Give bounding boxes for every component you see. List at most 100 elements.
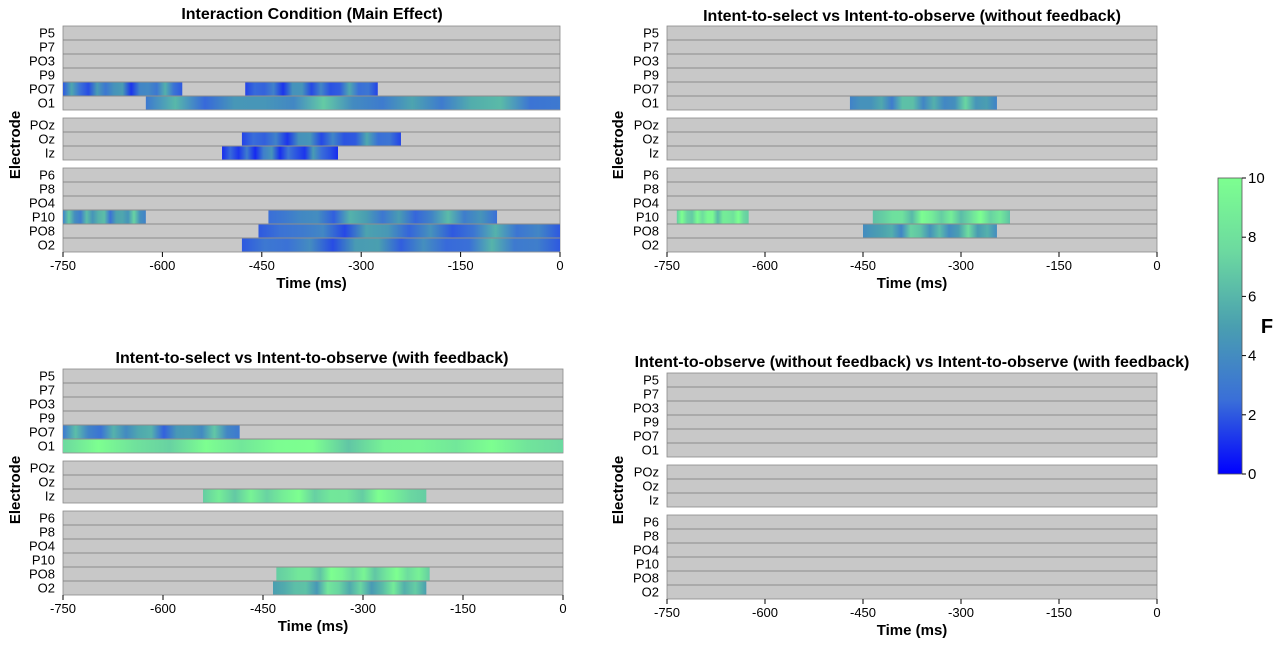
colorbar-tick-label: 2 xyxy=(1248,407,1256,424)
electrode-label: P9 xyxy=(39,411,55,426)
electrode-label: P5 xyxy=(39,26,55,41)
heatmap-panel-1: Interaction Condition (Main Effect)P5P7P… xyxy=(7,6,564,292)
significance-segment-p10 xyxy=(676,210,749,224)
x-tick-label: -450 xyxy=(249,258,275,273)
significance-segment-o1 xyxy=(145,96,561,110)
electrode-label: O2 xyxy=(642,585,659,600)
x-tick-label: 0 xyxy=(559,601,566,616)
panels-layer: Interaction Condition (Main Effect)P5P7P… xyxy=(7,6,1189,639)
significance-segment-o1 xyxy=(63,439,563,453)
electrode-label: PO8 xyxy=(633,571,659,586)
heatmap-panel-4: Intent-to-observe (without feedback) vs … xyxy=(610,354,1189,639)
electrode-label: P9 xyxy=(39,68,55,83)
x-tick-label: -300 xyxy=(948,258,974,273)
electrode-label: P6 xyxy=(39,168,55,183)
x-tick-label: -300 xyxy=(948,605,974,620)
electrode-label: Iz xyxy=(45,146,55,161)
electrode-group-block xyxy=(666,117,1158,161)
electrode-label: O1 xyxy=(38,96,55,111)
significance-segment-p10 xyxy=(268,210,498,224)
x-tick-label: -450 xyxy=(850,258,876,273)
colorbar-title: F xyxy=(1261,316,1273,338)
colorbar-tick-label: 10 xyxy=(1248,170,1265,187)
electrode-label: P5 xyxy=(39,369,55,384)
electrode-label: PO8 xyxy=(633,224,659,239)
electrode-label: Oz xyxy=(38,475,55,490)
panel-title: Interaction Condition (Main Effect) xyxy=(181,6,442,23)
electrode-label: Iz xyxy=(649,146,659,161)
x-tick-label: -600 xyxy=(150,601,176,616)
electrode-label: P8 xyxy=(39,525,55,540)
electrode-label: PO8 xyxy=(29,567,55,582)
x-tick-label: -750 xyxy=(654,258,680,273)
colorbar-gradient xyxy=(1217,177,1243,475)
significance-segment-po7 xyxy=(63,82,183,96)
x-axis-label: Time (ms) xyxy=(877,275,948,292)
electrode-label: PO4 xyxy=(633,196,659,211)
electrode-label: P6 xyxy=(39,511,55,526)
electrode-label: P5 xyxy=(643,373,659,388)
electrode-label: POz xyxy=(30,118,55,133)
x-tick-label: -150 xyxy=(1046,258,1072,273)
x-tick-label: -150 xyxy=(1046,605,1072,620)
electrode-label: PO7 xyxy=(29,425,55,440)
electrode-label: P8 xyxy=(39,182,55,197)
x-tick-label: 0 xyxy=(1153,258,1160,273)
x-tick-label: -300 xyxy=(350,601,376,616)
electrode-label: PO7 xyxy=(633,429,659,444)
electrode-label: PO4 xyxy=(29,196,55,211)
electrode-label: P9 xyxy=(643,415,659,430)
significance-segment-iz xyxy=(203,489,427,503)
x-axis-label: Time (ms) xyxy=(877,622,948,639)
colorbar-tick-label: 6 xyxy=(1248,288,1256,305)
y-axis-label: Electrode xyxy=(7,456,24,524)
electrode-label: P6 xyxy=(643,515,659,530)
significance-segment-po8 xyxy=(276,567,430,581)
significance-segment-po7 xyxy=(63,425,240,439)
colorbar-tick-label: 0 xyxy=(1248,466,1256,483)
electrode-label: P5 xyxy=(643,26,659,41)
electrode-label: P8 xyxy=(643,529,659,544)
electrode-label: PO8 xyxy=(29,224,55,239)
electrode-label: O1 xyxy=(642,96,659,111)
x-tick-label: 0 xyxy=(556,258,563,273)
x-tick-label: -750 xyxy=(50,258,76,273)
significance-segment-o2 xyxy=(273,581,427,595)
electrode-label: PO3 xyxy=(633,401,659,416)
electrode-label: POz xyxy=(634,465,659,480)
electrode-label: P10 xyxy=(32,553,55,568)
heatmap-panel-2: Intent-to-select vs Intent-to-observe (w… xyxy=(610,8,1161,292)
x-tick-label: 0 xyxy=(1153,605,1160,620)
electrode-label: O1 xyxy=(38,439,55,454)
y-axis-label: Electrode xyxy=(610,456,627,524)
electrode-label: Oz xyxy=(642,479,659,494)
significance-segment-po8 xyxy=(863,224,997,238)
electrode-label: PO7 xyxy=(633,82,659,97)
electrode-label: PO4 xyxy=(633,543,659,558)
electrode-label: Oz xyxy=(642,132,659,147)
electrode-label: O2 xyxy=(38,238,55,253)
x-tick-label: -750 xyxy=(654,605,680,620)
electrode-label: PO3 xyxy=(29,397,55,412)
significance-segment-o1 xyxy=(849,96,997,110)
significance-segment-iz xyxy=(222,146,339,160)
panel-title: Intent-to-select vs Intent-to-observe (w… xyxy=(703,8,1121,25)
electrode-label: P10 xyxy=(32,210,55,225)
x-tick-label: -750 xyxy=(50,601,76,616)
colorbar-tick-label: 8 xyxy=(1248,229,1256,246)
electrode-label: P7 xyxy=(39,383,55,398)
x-tick-label: -150 xyxy=(450,601,476,616)
x-tick-label: -450 xyxy=(850,605,876,620)
significance-segment-o2 xyxy=(241,238,561,252)
x-tick-label: -600 xyxy=(149,258,175,273)
electrode-label: P7 xyxy=(643,387,659,402)
x-tick-label: -150 xyxy=(448,258,474,273)
electrode-label: P9 xyxy=(643,68,659,83)
significance-segment-po7 xyxy=(245,82,378,96)
electrode-label: O2 xyxy=(38,581,55,596)
x-tick-label: -600 xyxy=(752,258,778,273)
electrode-label: Iz xyxy=(649,493,659,508)
x-tick-label: -600 xyxy=(752,605,778,620)
electrode-label: PO4 xyxy=(29,539,55,554)
significance-segment-po8 xyxy=(258,224,560,238)
